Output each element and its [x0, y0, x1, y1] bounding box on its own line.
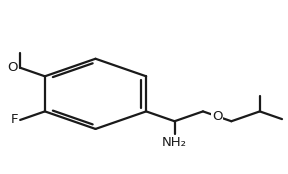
Text: F: F: [10, 113, 18, 126]
Text: O: O: [212, 110, 222, 123]
Text: NH₂: NH₂: [162, 136, 187, 149]
Text: O: O: [7, 61, 18, 74]
